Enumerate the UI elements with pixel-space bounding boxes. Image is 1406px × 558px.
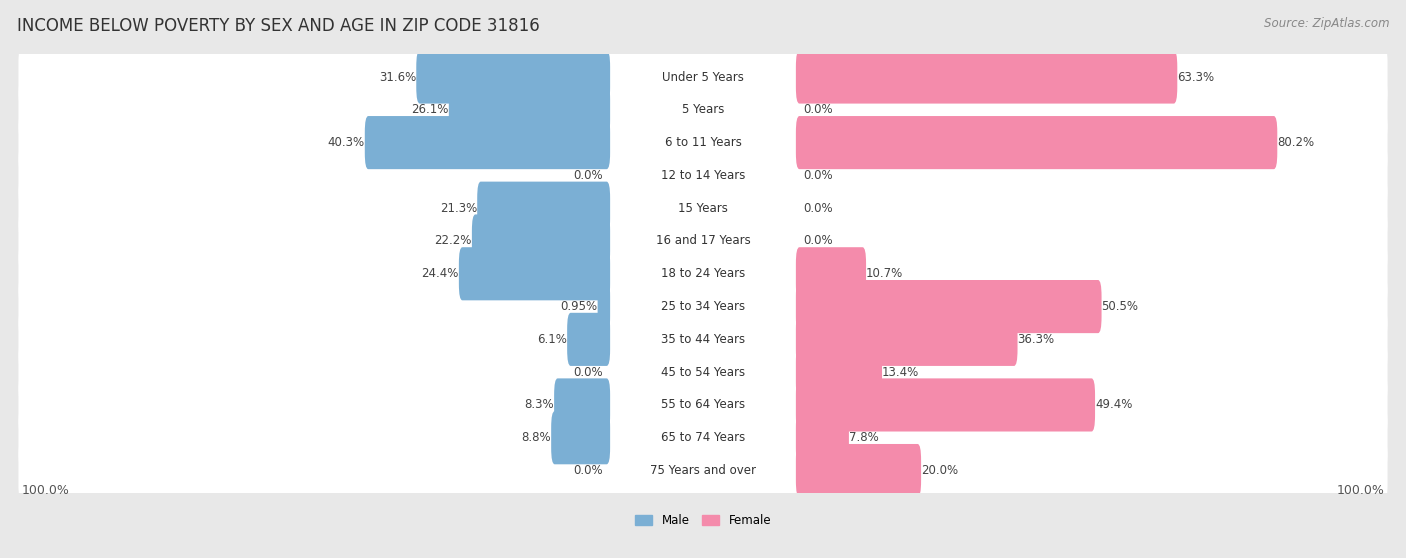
Text: 45 to 54 Years: 45 to 54 Years bbox=[661, 365, 745, 379]
FancyBboxPatch shape bbox=[796, 313, 1018, 366]
FancyBboxPatch shape bbox=[18, 243, 1388, 304]
Text: 80.2%: 80.2% bbox=[1277, 136, 1315, 149]
FancyBboxPatch shape bbox=[796, 378, 1095, 431]
Text: Under 5 Years: Under 5 Years bbox=[662, 70, 744, 84]
Text: 100.0%: 100.0% bbox=[22, 484, 70, 497]
FancyBboxPatch shape bbox=[796, 444, 921, 497]
Text: 35 to 44 Years: 35 to 44 Years bbox=[661, 333, 745, 346]
Text: 25 to 34 Years: 25 to 34 Years bbox=[661, 300, 745, 313]
Text: 10.7%: 10.7% bbox=[866, 267, 903, 280]
FancyBboxPatch shape bbox=[796, 116, 1277, 169]
FancyBboxPatch shape bbox=[796, 280, 1101, 333]
FancyBboxPatch shape bbox=[18, 145, 1388, 206]
Text: 18 to 24 Years: 18 to 24 Years bbox=[661, 267, 745, 280]
Text: 20.0%: 20.0% bbox=[921, 464, 959, 477]
FancyBboxPatch shape bbox=[18, 46, 1388, 108]
Text: 0.0%: 0.0% bbox=[803, 201, 832, 215]
Text: 100.0%: 100.0% bbox=[1336, 484, 1384, 497]
FancyBboxPatch shape bbox=[449, 83, 610, 136]
FancyBboxPatch shape bbox=[458, 247, 610, 300]
FancyBboxPatch shape bbox=[18, 341, 1388, 403]
Text: 6 to 11 Years: 6 to 11 Years bbox=[665, 136, 741, 149]
Text: 22.2%: 22.2% bbox=[434, 234, 472, 248]
Text: 5 Years: 5 Years bbox=[682, 103, 724, 116]
Text: 16 and 17 Years: 16 and 17 Years bbox=[655, 234, 751, 248]
FancyBboxPatch shape bbox=[796, 50, 1177, 104]
Text: 8.8%: 8.8% bbox=[522, 431, 551, 444]
FancyBboxPatch shape bbox=[18, 79, 1388, 140]
Text: 63.3%: 63.3% bbox=[1177, 70, 1215, 84]
FancyBboxPatch shape bbox=[598, 280, 610, 333]
FancyBboxPatch shape bbox=[18, 210, 1388, 272]
Text: 0.0%: 0.0% bbox=[803, 169, 832, 182]
Text: 0.0%: 0.0% bbox=[574, 464, 603, 477]
FancyBboxPatch shape bbox=[18, 440, 1388, 501]
FancyBboxPatch shape bbox=[551, 411, 610, 464]
FancyBboxPatch shape bbox=[796, 411, 849, 464]
FancyBboxPatch shape bbox=[18, 374, 1388, 435]
FancyBboxPatch shape bbox=[567, 313, 610, 366]
FancyBboxPatch shape bbox=[416, 50, 610, 104]
Text: 0.0%: 0.0% bbox=[574, 169, 603, 182]
FancyBboxPatch shape bbox=[796, 345, 882, 399]
Text: INCOME BELOW POVERTY BY SEX AND AGE IN ZIP CODE 31816: INCOME BELOW POVERTY BY SEX AND AGE IN Z… bbox=[17, 17, 540, 35]
Text: Source: ZipAtlas.com: Source: ZipAtlas.com bbox=[1264, 17, 1389, 30]
FancyBboxPatch shape bbox=[364, 116, 610, 169]
Text: 12 to 14 Years: 12 to 14 Years bbox=[661, 169, 745, 182]
Text: 49.4%: 49.4% bbox=[1095, 398, 1132, 411]
Text: 8.3%: 8.3% bbox=[524, 398, 554, 411]
FancyBboxPatch shape bbox=[477, 181, 610, 235]
FancyBboxPatch shape bbox=[18, 276, 1388, 337]
Legend: Male, Female: Male, Female bbox=[634, 514, 772, 527]
Text: 55 to 64 Years: 55 to 64 Years bbox=[661, 398, 745, 411]
Text: 24.4%: 24.4% bbox=[422, 267, 458, 280]
FancyBboxPatch shape bbox=[18, 177, 1388, 239]
Text: 36.3%: 36.3% bbox=[1018, 333, 1054, 346]
Text: 0.95%: 0.95% bbox=[561, 300, 598, 313]
Text: 21.3%: 21.3% bbox=[440, 201, 477, 215]
Text: 40.3%: 40.3% bbox=[328, 136, 364, 149]
Text: 26.1%: 26.1% bbox=[412, 103, 449, 116]
Text: 0.0%: 0.0% bbox=[803, 103, 832, 116]
Text: 7.8%: 7.8% bbox=[849, 431, 879, 444]
Text: 75 Years and over: 75 Years and over bbox=[650, 464, 756, 477]
Text: 0.0%: 0.0% bbox=[803, 234, 832, 248]
FancyBboxPatch shape bbox=[18, 309, 1388, 370]
FancyBboxPatch shape bbox=[796, 247, 866, 300]
FancyBboxPatch shape bbox=[18, 407, 1388, 468]
Text: 15 Years: 15 Years bbox=[678, 201, 728, 215]
Text: 6.1%: 6.1% bbox=[537, 333, 567, 346]
Text: 50.5%: 50.5% bbox=[1101, 300, 1139, 313]
FancyBboxPatch shape bbox=[472, 214, 610, 267]
Text: 0.0%: 0.0% bbox=[574, 365, 603, 379]
FancyBboxPatch shape bbox=[18, 112, 1388, 173]
Text: 65 to 74 Years: 65 to 74 Years bbox=[661, 431, 745, 444]
Text: 13.4%: 13.4% bbox=[882, 365, 920, 379]
Text: 31.6%: 31.6% bbox=[380, 70, 416, 84]
FancyBboxPatch shape bbox=[554, 378, 610, 431]
